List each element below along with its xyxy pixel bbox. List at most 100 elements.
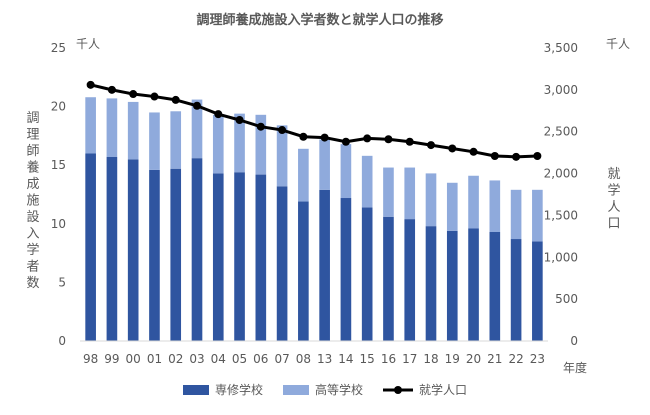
axis-label-char: 数 bbox=[26, 276, 39, 291]
right-axis-ticks: 0 500 1,000 1,500 2,000 2,500 3,000 3,500 bbox=[544, 41, 578, 348]
line-point bbox=[405, 137, 414, 146]
bar-高等学校 bbox=[276, 125, 288, 187]
bar-専修学校 bbox=[298, 201, 309, 341]
axis-label-char: 学 bbox=[607, 183, 620, 199]
left-tick-label: 10 bbox=[51, 217, 66, 231]
x-tick-label: 06 bbox=[253, 352, 268, 366]
legend-label: 専修学校 bbox=[215, 382, 263, 397]
line-point bbox=[171, 95, 180, 104]
bar-高等学校 bbox=[468, 175, 479, 229]
x-tick-label: 20 bbox=[466, 352, 481, 366]
chart-title: 調理師養成施設入学者数と就学人口の推移 bbox=[196, 12, 443, 28]
line-point bbox=[256, 122, 265, 131]
x-tick-label: 18 bbox=[423, 352, 438, 366]
right-tick-label: 0 bbox=[570, 334, 578, 348]
axis-label-char: 養 bbox=[26, 160, 39, 176]
line-point bbox=[512, 152, 521, 161]
bar-専修学校 bbox=[489, 232, 501, 341]
line-point bbox=[278, 126, 287, 135]
right-tick-label: 3,000 bbox=[544, 83, 578, 97]
bar-高等学校 bbox=[361, 155, 373, 208]
x-unit-label: 年度 bbox=[563, 360, 587, 375]
line-point bbox=[341, 137, 350, 146]
bar-専修学校 bbox=[361, 207, 373, 341]
left-tick-label: 5 bbox=[58, 275, 66, 289]
bar-専修学校 bbox=[319, 189, 330, 341]
axis-label-char: 調 bbox=[26, 111, 39, 126]
x-tick-label: 01 bbox=[147, 352, 162, 366]
x-tick-label: 15 bbox=[360, 352, 375, 366]
line-point bbox=[469, 147, 478, 156]
line-point bbox=[107, 85, 116, 94]
legend-label: 就学人口 bbox=[419, 382, 467, 397]
bar-高等学校 bbox=[298, 148, 309, 202]
line-point bbox=[320, 133, 329, 142]
line-point bbox=[448, 144, 457, 153]
x-tick-label: 03 bbox=[189, 352, 204, 366]
x-tick-label: 17 bbox=[402, 352, 417, 366]
bar-専修学校 bbox=[212, 173, 224, 341]
x-tick-label: 07 bbox=[274, 352, 289, 366]
bar-高等学校 bbox=[127, 101, 139, 160]
axis-label-char: 成 bbox=[26, 177, 39, 192]
line-point bbox=[235, 115, 244, 124]
x-tick-label: 99 bbox=[104, 352, 119, 366]
left-unit-label: 千人 bbox=[76, 37, 100, 51]
bar-高等学校 bbox=[106, 98, 118, 157]
bar-高等学校 bbox=[510, 189, 522, 240]
bar-高等学校 bbox=[340, 144, 352, 199]
axis-label-char: 口 bbox=[607, 217, 620, 232]
bar-専修学校 bbox=[510, 239, 522, 341]
legend-marker bbox=[394, 386, 402, 394]
bar-専修学校 bbox=[127, 159, 139, 341]
bar-高等学校 bbox=[425, 173, 437, 227]
axis-label-char: 学 bbox=[26, 242, 39, 258]
line-point bbox=[86, 80, 95, 89]
bar-高等学校 bbox=[383, 167, 394, 217]
left-tick-label: 15 bbox=[51, 158, 66, 172]
x-tick-label: 13 bbox=[317, 352, 332, 366]
line-series bbox=[86, 80, 542, 161]
legend: 専修学校 高等学校 就学人口 bbox=[183, 382, 467, 397]
bar-専修学校 bbox=[106, 156, 118, 341]
axis-label-char: 人 bbox=[607, 200, 620, 215]
x-tick-label: 22 bbox=[508, 352, 523, 366]
x-tick-label: 98 bbox=[83, 352, 98, 366]
legend-swatch bbox=[283, 385, 309, 395]
bar-専修学校 bbox=[468, 228, 479, 341]
bar-専修学校 bbox=[404, 219, 416, 341]
bar-専修学校 bbox=[170, 168, 182, 341]
line-point bbox=[129, 90, 138, 99]
line-point bbox=[533, 151, 542, 160]
left-axis-label: 調理師養成施設入学者数 bbox=[26, 111, 39, 291]
left-tick-label: 25 bbox=[51, 41, 66, 55]
bar-専修学校 bbox=[532, 241, 543, 341]
bar-高等学校 bbox=[319, 139, 330, 190]
axis-label-char: 理 bbox=[26, 128, 39, 143]
bar-高等学校 bbox=[404, 167, 416, 220]
x-tick-label: 21 bbox=[487, 352, 502, 366]
line-point bbox=[384, 135, 393, 144]
right-tick-label: 1,000 bbox=[544, 250, 578, 264]
left-tick-label: 0 bbox=[58, 334, 66, 348]
bar-高等学校 bbox=[489, 180, 501, 233]
left-tick-label: 20 bbox=[51, 100, 66, 114]
axis-label-char: 設 bbox=[26, 209, 39, 225]
bar-高等学校 bbox=[532, 189, 543, 242]
line-point bbox=[363, 134, 372, 143]
x-tick-label: 19 bbox=[445, 352, 460, 366]
right-unit-label: 千人 bbox=[606, 37, 630, 51]
line-point bbox=[214, 110, 223, 119]
bar-専修学校 bbox=[446, 230, 458, 341]
bar-高等学校 bbox=[212, 114, 224, 174]
x-tick-label: 16 bbox=[381, 352, 396, 366]
axis-label-char: 就 bbox=[607, 167, 620, 182]
left-axis-ticks: 0 5 10 15 20 25 bbox=[51, 41, 66, 348]
x-tick-label: 14 bbox=[338, 352, 353, 366]
x-tick-label: 02 bbox=[168, 352, 183, 366]
bar-高等学校 bbox=[170, 111, 182, 169]
bar-専修学校 bbox=[191, 158, 203, 341]
axis-label-char: 施 bbox=[26, 194, 39, 209]
bar-高等学校 bbox=[255, 114, 267, 175]
